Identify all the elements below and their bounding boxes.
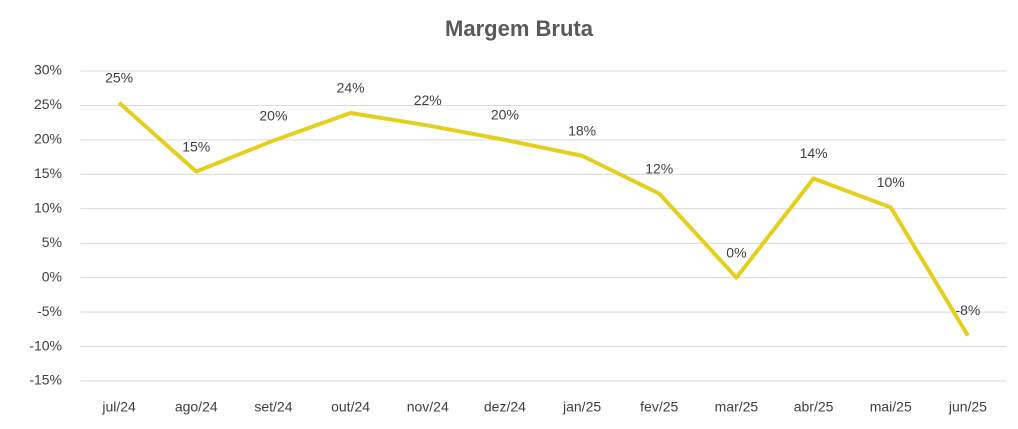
data-label: 20% [491,107,519,123]
x-tick-label: jan/25 [562,399,601,415]
y-tick-label: -15% [29,372,62,388]
y-tick-label: -10% [29,337,62,353]
y-tick-label: 20% [34,131,62,147]
y-tick-label: 10% [34,199,62,215]
x-tick-label: out/24 [331,399,370,415]
y-tick-label: 15% [34,165,62,181]
x-tick-label: mar/25 [715,399,759,415]
y-tick-label: -5% [37,303,62,319]
data-label: 15% [182,138,210,154]
x-tick-label: dez/24 [484,399,526,415]
data-label: 25% [105,69,133,85]
y-tick-label: 25% [34,96,62,112]
chart-title: Margem Bruta [445,16,594,41]
x-tick-label: fev/25 [640,399,678,415]
y-tick-label: 30% [34,62,62,78]
data-label: 0% [726,244,746,260]
y-tick-label: 5% [42,234,62,250]
x-tick-label: jun/25 [948,399,987,415]
data-label: 22% [414,92,442,108]
data-label: 12% [645,160,673,176]
x-tick-label: mai/25 [870,399,912,415]
x-tick-label: ago/24 [175,399,218,415]
line [117,101,970,337]
data-label: 24% [337,80,365,96]
data-label: 18% [568,122,596,138]
data-label: 10% [877,174,905,190]
y-tick-label: 0% [42,268,62,284]
data-label: 20% [259,107,287,123]
x-tick-label: nov/24 [407,399,449,415]
data-label: -8% [955,302,980,318]
x-tick-label: jul/24 [101,399,136,415]
data-label: 14% [800,145,828,161]
x-tick-label: set/24 [254,399,292,415]
x-tick-label: abr/25 [794,399,834,415]
